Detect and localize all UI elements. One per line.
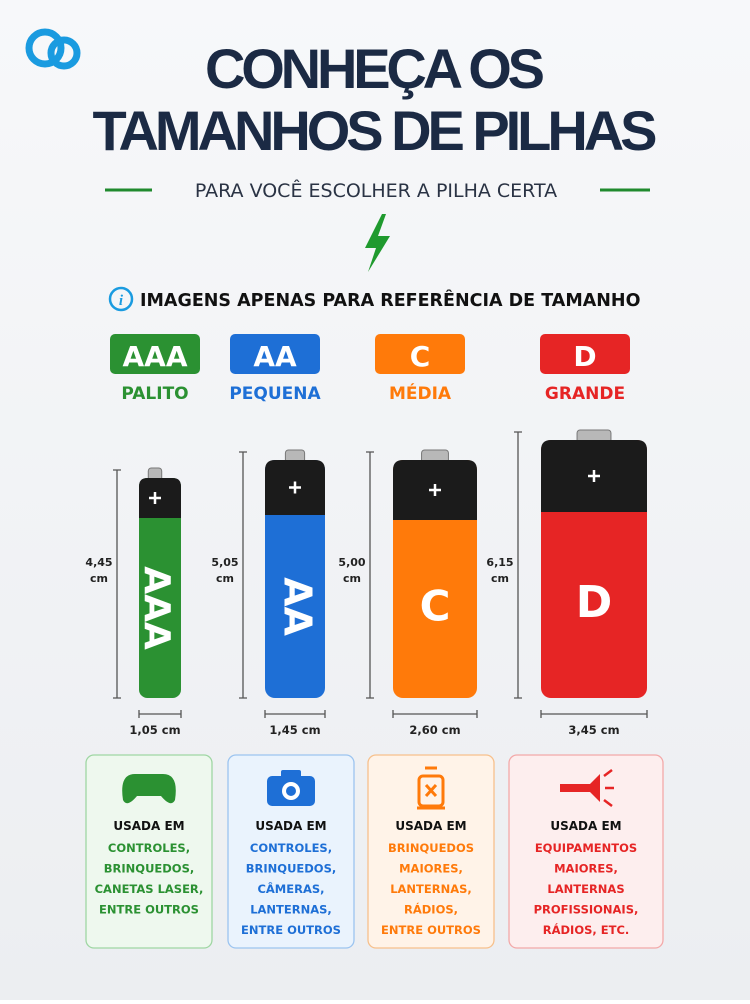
height-value: 6,15	[486, 556, 513, 569]
height-unit: cm	[90, 572, 108, 585]
info-icon: i	[119, 293, 124, 309]
usage-title: USADA EM	[255, 819, 326, 833]
width-value: 1,45 cm	[269, 723, 320, 737]
battery-body	[139, 478, 181, 698]
usage-item: MAIORES,	[554, 862, 618, 876]
size-badge	[540, 334, 630, 374]
height-dimension	[514, 431, 522, 699]
usage-item: PROFISSIONAIS,	[534, 903, 639, 917]
usage-title: USADA EM	[550, 819, 621, 833]
usage-card	[85, 754, 213, 949]
title-line: TAMANHOS DE PILHAS	[93, 99, 658, 162]
height-dimension	[113, 469, 121, 699]
usage-item: BRINQUEDOS	[388, 841, 474, 855]
lantern-icon	[417, 766, 445, 810]
height-unit: cm	[343, 572, 361, 585]
usage-item: CONTROLES,	[250, 841, 332, 855]
width-dimension	[264, 710, 326, 718]
usage-item: LANTERNAS,	[250, 903, 332, 917]
width-dimension	[138, 710, 182, 718]
flashlight-icon	[603, 769, 614, 807]
usage-card	[367, 754, 495, 949]
battery-body	[265, 460, 325, 698]
size-name: GRANDE	[545, 384, 625, 404]
size-badge-label: AAA	[122, 340, 187, 373]
usage-title: USADA EM	[113, 819, 184, 833]
width-value: 1,05 cm	[129, 723, 180, 737]
height-value: 5,05	[211, 556, 238, 569]
notice: IMAGENS APENAS PARA REFERÊNCIA DE TAMANH…	[140, 289, 640, 311]
logo	[25, 28, 81, 70]
usage-item: CÂMERAS,	[257, 881, 324, 896]
usage-item: BRINQUEDOS,	[246, 862, 336, 876]
usage-item: RÁDIOS, ETC.	[543, 922, 630, 937]
battery-label: AA	[276, 577, 320, 636]
size-name: MÉDIA	[389, 382, 452, 404]
size-name: PEQUENA	[229, 384, 321, 404]
height-value: 4,45	[85, 556, 112, 569]
plus-sign	[429, 484, 441, 496]
usage-item: MAIORES,	[399, 862, 463, 876]
usage-item: ENTRE OUTROS	[381, 923, 481, 937]
usage-item: ENTRE OUTROS	[99, 903, 199, 917]
gamepad-icon	[122, 774, 176, 804]
height-dimension	[239, 451, 247, 699]
usage-item: LANTERNAS	[547, 882, 624, 896]
width-value: 2,60 cm	[409, 723, 460, 737]
size-name: PALITO	[121, 384, 188, 404]
size-badge-label: D	[573, 340, 596, 373]
width-value: 3,45 cm	[568, 723, 619, 737]
plus-sign	[289, 481, 301, 494]
usage-title: USADA EM	[395, 819, 466, 833]
battery-label: D	[576, 577, 613, 628]
usage-item: RÁDIOS,	[404, 902, 458, 917]
lantern-icon	[417, 774, 445, 808]
plus-sign	[149, 492, 161, 504]
camera-icon	[281, 770, 301, 778]
title-line: CONHEÇA OS	[205, 37, 545, 100]
flashlight-icon	[560, 774, 600, 802]
plus-sign	[588, 470, 600, 482]
camera-icon	[286, 786, 296, 796]
usage-item: ENTRE OUTROS	[241, 923, 341, 937]
size-badge	[230, 334, 320, 374]
size-badge-label: C	[410, 340, 431, 373]
subtitle: PARA VOCÊ ESCOLHER A PILHA CERTA	[195, 179, 557, 202]
height-dimension	[366, 451, 374, 699]
usage-card	[227, 754, 355, 949]
size-badge	[375, 334, 465, 374]
size-badge	[110, 334, 200, 374]
battery-label: C	[420, 582, 451, 631]
usage-item: BRINQUEDOS,	[104, 862, 194, 876]
info-icon	[108, 286, 134, 312]
usage-item: CANETAS LASER,	[95, 882, 204, 896]
height-unit: cm	[216, 572, 234, 585]
bolt-icon	[365, 214, 390, 272]
height-unit: cm	[491, 572, 509, 585]
size-badge-label: AA	[253, 340, 297, 373]
usage-card	[508, 754, 664, 949]
width-dimension	[540, 710, 648, 718]
usage-item: LANTERNAS,	[390, 882, 472, 896]
width-dimension	[392, 710, 478, 718]
usage-item: EQUIPAMENTOS	[535, 841, 637, 855]
usage-item: CONTROLES,	[108, 841, 190, 855]
height-value: 5,00	[338, 556, 365, 569]
battery-label: AAA	[136, 566, 177, 650]
